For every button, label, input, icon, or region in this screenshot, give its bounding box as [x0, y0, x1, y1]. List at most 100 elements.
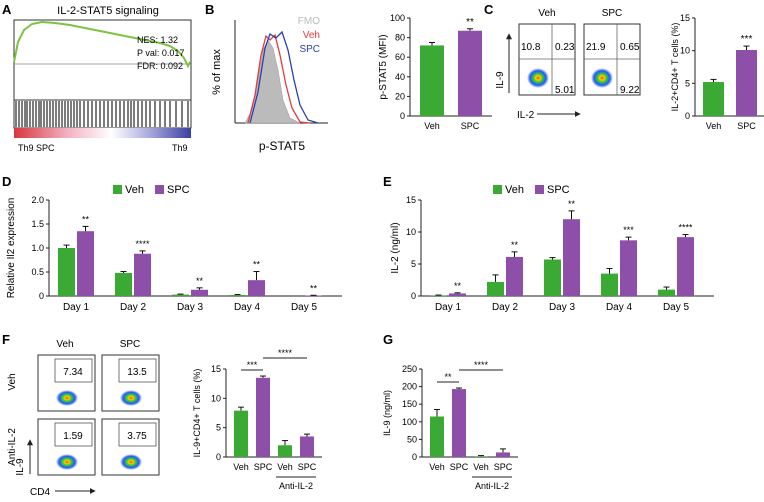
chart-e-ytick-label: 10	[406, 227, 416, 237]
chart-b-xtick-label: Veh	[424, 121, 440, 131]
chart-f-xtick-label: Veh	[233, 462, 249, 472]
chart-f-xtick-label: SPC	[254, 462, 273, 472]
chart-e-bar	[563, 219, 580, 296]
chart-g-ytick-label: 50	[407, 434, 417, 444]
chart-b-ytick-label: 60	[395, 52, 405, 62]
chart-g-ytick-label: 150	[402, 399, 417, 409]
chart-g-ytick-label: 0	[412, 452, 417, 462]
chart-e-legend-veh-swatch	[493, 185, 502, 194]
chart-c-ytick-label: 10	[680, 46, 690, 56]
chart-e-ytick-label: 0	[411, 291, 416, 301]
chart-d-bar	[58, 248, 75, 296]
flow-c-spc-title: SPC	[602, 8, 623, 19]
chart-e-legend-spc: SPC	[547, 184, 570, 196]
chart-b-ylabel: p-STAT5 (MFI)	[378, 34, 389, 99]
chart-f-bar	[278, 445, 292, 457]
chart-g-bar	[430, 416, 444, 457]
gsea-right-label: Th9	[172, 143, 188, 153]
chart-b-xtick-label: SPC	[461, 121, 480, 131]
gsea-rank-bar	[14, 128, 191, 138]
gsea-left-label: Th9 SPC	[18, 143, 55, 153]
legend-veh: Veh	[303, 30, 320, 41]
chart-d-ytick-label: 1.0	[31, 243, 44, 253]
chart-d-xtick-label: Day 1	[63, 302, 90, 313]
chart-g-ytick-label: 250	[402, 364, 417, 374]
panel-letter-a: A	[2, 2, 12, 17]
chart-f-xtick-label: Veh	[277, 462, 293, 472]
chart-d-bar	[229, 295, 246, 296]
flow-c-veh-q1: 10.8	[521, 42, 541, 53]
enrichment-curve	[13, 20, 191, 69]
gsea-fdr: FDR: 0.092	[137, 61, 183, 71]
flow-il2-il9: Veh SPC 10.8 0.23 5.01 21.9 0.65 9.22 IL…	[495, 8, 641, 121]
chart-f-bar	[300, 436, 314, 457]
chart-d-bar	[115, 272, 132, 296]
legend-fmo: FMO	[298, 16, 320, 27]
flow-f-val-1: 7.34	[63, 367, 83, 378]
chart-b-ytick-label: 100	[390, 13, 405, 23]
chart-f-sig: ****	[278, 348, 293, 358]
chart-g-sig: **	[444, 372, 452, 382]
chart-e-bar	[677, 237, 694, 296]
flow-c-veh-title: Veh	[538, 8, 555, 19]
flow-c-yaxis: IL-9	[495, 71, 506, 89]
panel-letter-e: E	[383, 174, 392, 189]
chart-e-bar	[658, 289, 675, 296]
chart-d-legend-veh: Veh	[125, 184, 144, 196]
flow-f-row-anti: Anti-IL-2	[7, 428, 18, 466]
flow-f-gate-1	[54, 358, 93, 383]
chart-e-ytick-label: 5	[411, 259, 416, 269]
chart-g-xtick-label: SPC	[450, 462, 469, 472]
flow-c-spc-q4: 9.22	[620, 85, 640, 96]
gsea-pval: P val: 0.017	[137, 48, 184, 58]
chart-g-bar	[496, 452, 510, 457]
chart-c-bar	[703, 82, 724, 116]
flow-f-gate-2	[118, 358, 157, 383]
chart-e-xtick-label: Day 1	[435, 302, 462, 313]
chart-d-xtick-label: Day 5	[291, 302, 318, 313]
chart-f-xtick-label: SPC	[298, 462, 317, 472]
chart-b-sig: **	[466, 17, 474, 28]
chart-d-sig: **	[253, 260, 261, 270]
chart-g-xtick-label: SPC	[494, 462, 513, 472]
chart-e-xtick-label: Day 3	[549, 302, 576, 313]
chart-d-ytick-label: 2.0	[31, 195, 44, 205]
chart-g-ylabel: IL-9 (ng/ml)	[382, 390, 392, 436]
chart-d-bar	[77, 231, 94, 296]
hist-ylabel: % of max	[211, 49, 223, 95]
chart-d-ytick-label: 1.5	[31, 219, 44, 229]
chart-e-ytick-label: 15	[406, 195, 416, 205]
chart-f-ytick-label: 10	[211, 393, 221, 403]
chart-e-bar	[544, 259, 561, 296]
chart-f-bar	[256, 377, 270, 457]
panel-letter-f: F	[2, 332, 10, 347]
flow-f-density-4	[120, 454, 142, 470]
chart-e-bar	[487, 281, 504, 296]
chart-g-xtick-label: Veh	[473, 462, 489, 472]
flow-f-col-veh: Veh	[56, 339, 73, 350]
flow-f-val-3: 1.59	[63, 431, 83, 442]
flow-c-spc-q2: 0.65	[620, 42, 640, 53]
chart-g-sig: ****	[474, 360, 489, 370]
chart-c-bar	[736, 50, 757, 116]
flow-f-gate-3	[54, 422, 93, 447]
chart-g-bar	[474, 456, 488, 457]
chart-g-ytick-label: 100	[402, 417, 417, 427]
chart-e-il2-secretion: 0 5 10 15 Day 1 ** Day 2 ** Day 3 ** Day 4 *** Day 5…	[390, 184, 714, 313]
chart-e-bar	[449, 293, 466, 296]
chart-e-sig: **	[511, 240, 519, 250]
chart-d-xtick-label: Day 4	[234, 302, 261, 313]
chart-d-ytick-label: 0	[39, 291, 44, 301]
chart-b-bar	[458, 30, 482, 117]
flow-c-veh-q4: 5.01	[555, 85, 575, 96]
flow-f-density-1	[56, 390, 78, 406]
chart-e-sig: **	[454, 281, 462, 291]
panel-letter-d: D	[2, 174, 11, 189]
chart-e-ylabel: IL-2 (ng/ml)	[390, 222, 401, 273]
flow-f-row-veh: Veh	[7, 373, 18, 390]
